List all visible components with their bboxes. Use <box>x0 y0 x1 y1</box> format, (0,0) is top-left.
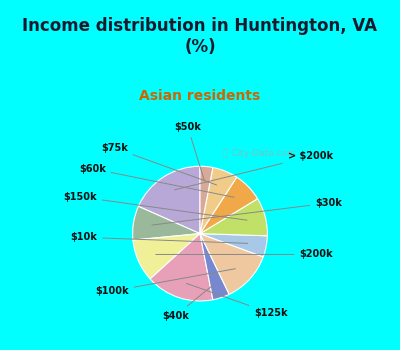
Text: $10k: $10k <box>70 232 248 243</box>
Wedge shape <box>200 177 258 234</box>
Text: $50k: $50k <box>174 122 204 180</box>
Text: $125k: $125k <box>186 284 288 318</box>
Text: $150k: $150k <box>63 192 247 220</box>
Wedge shape <box>138 166 200 234</box>
Wedge shape <box>200 234 267 257</box>
Text: > $200k: > $200k <box>175 152 333 190</box>
Wedge shape <box>150 234 213 301</box>
Wedge shape <box>133 234 200 279</box>
Wedge shape <box>200 168 237 234</box>
Wedge shape <box>200 199 267 236</box>
Text: ⓘ City-Data.com: ⓘ City-Data.com <box>223 149 296 159</box>
Text: Asian residents: Asian residents <box>139 89 261 103</box>
Text: Income distribution in Huntington, VA
(%): Income distribution in Huntington, VA (%… <box>22 17 378 56</box>
Wedge shape <box>200 166 213 234</box>
Text: $30k: $30k <box>152 198 342 225</box>
Wedge shape <box>200 234 263 294</box>
Text: $40k: $40k <box>162 284 214 321</box>
Wedge shape <box>200 234 229 300</box>
Wedge shape <box>133 206 200 240</box>
Text: $100k: $100k <box>95 269 235 296</box>
Text: $75k: $75k <box>101 143 217 185</box>
Text: $200k: $200k <box>156 250 333 259</box>
Text: $60k: $60k <box>79 164 234 197</box>
